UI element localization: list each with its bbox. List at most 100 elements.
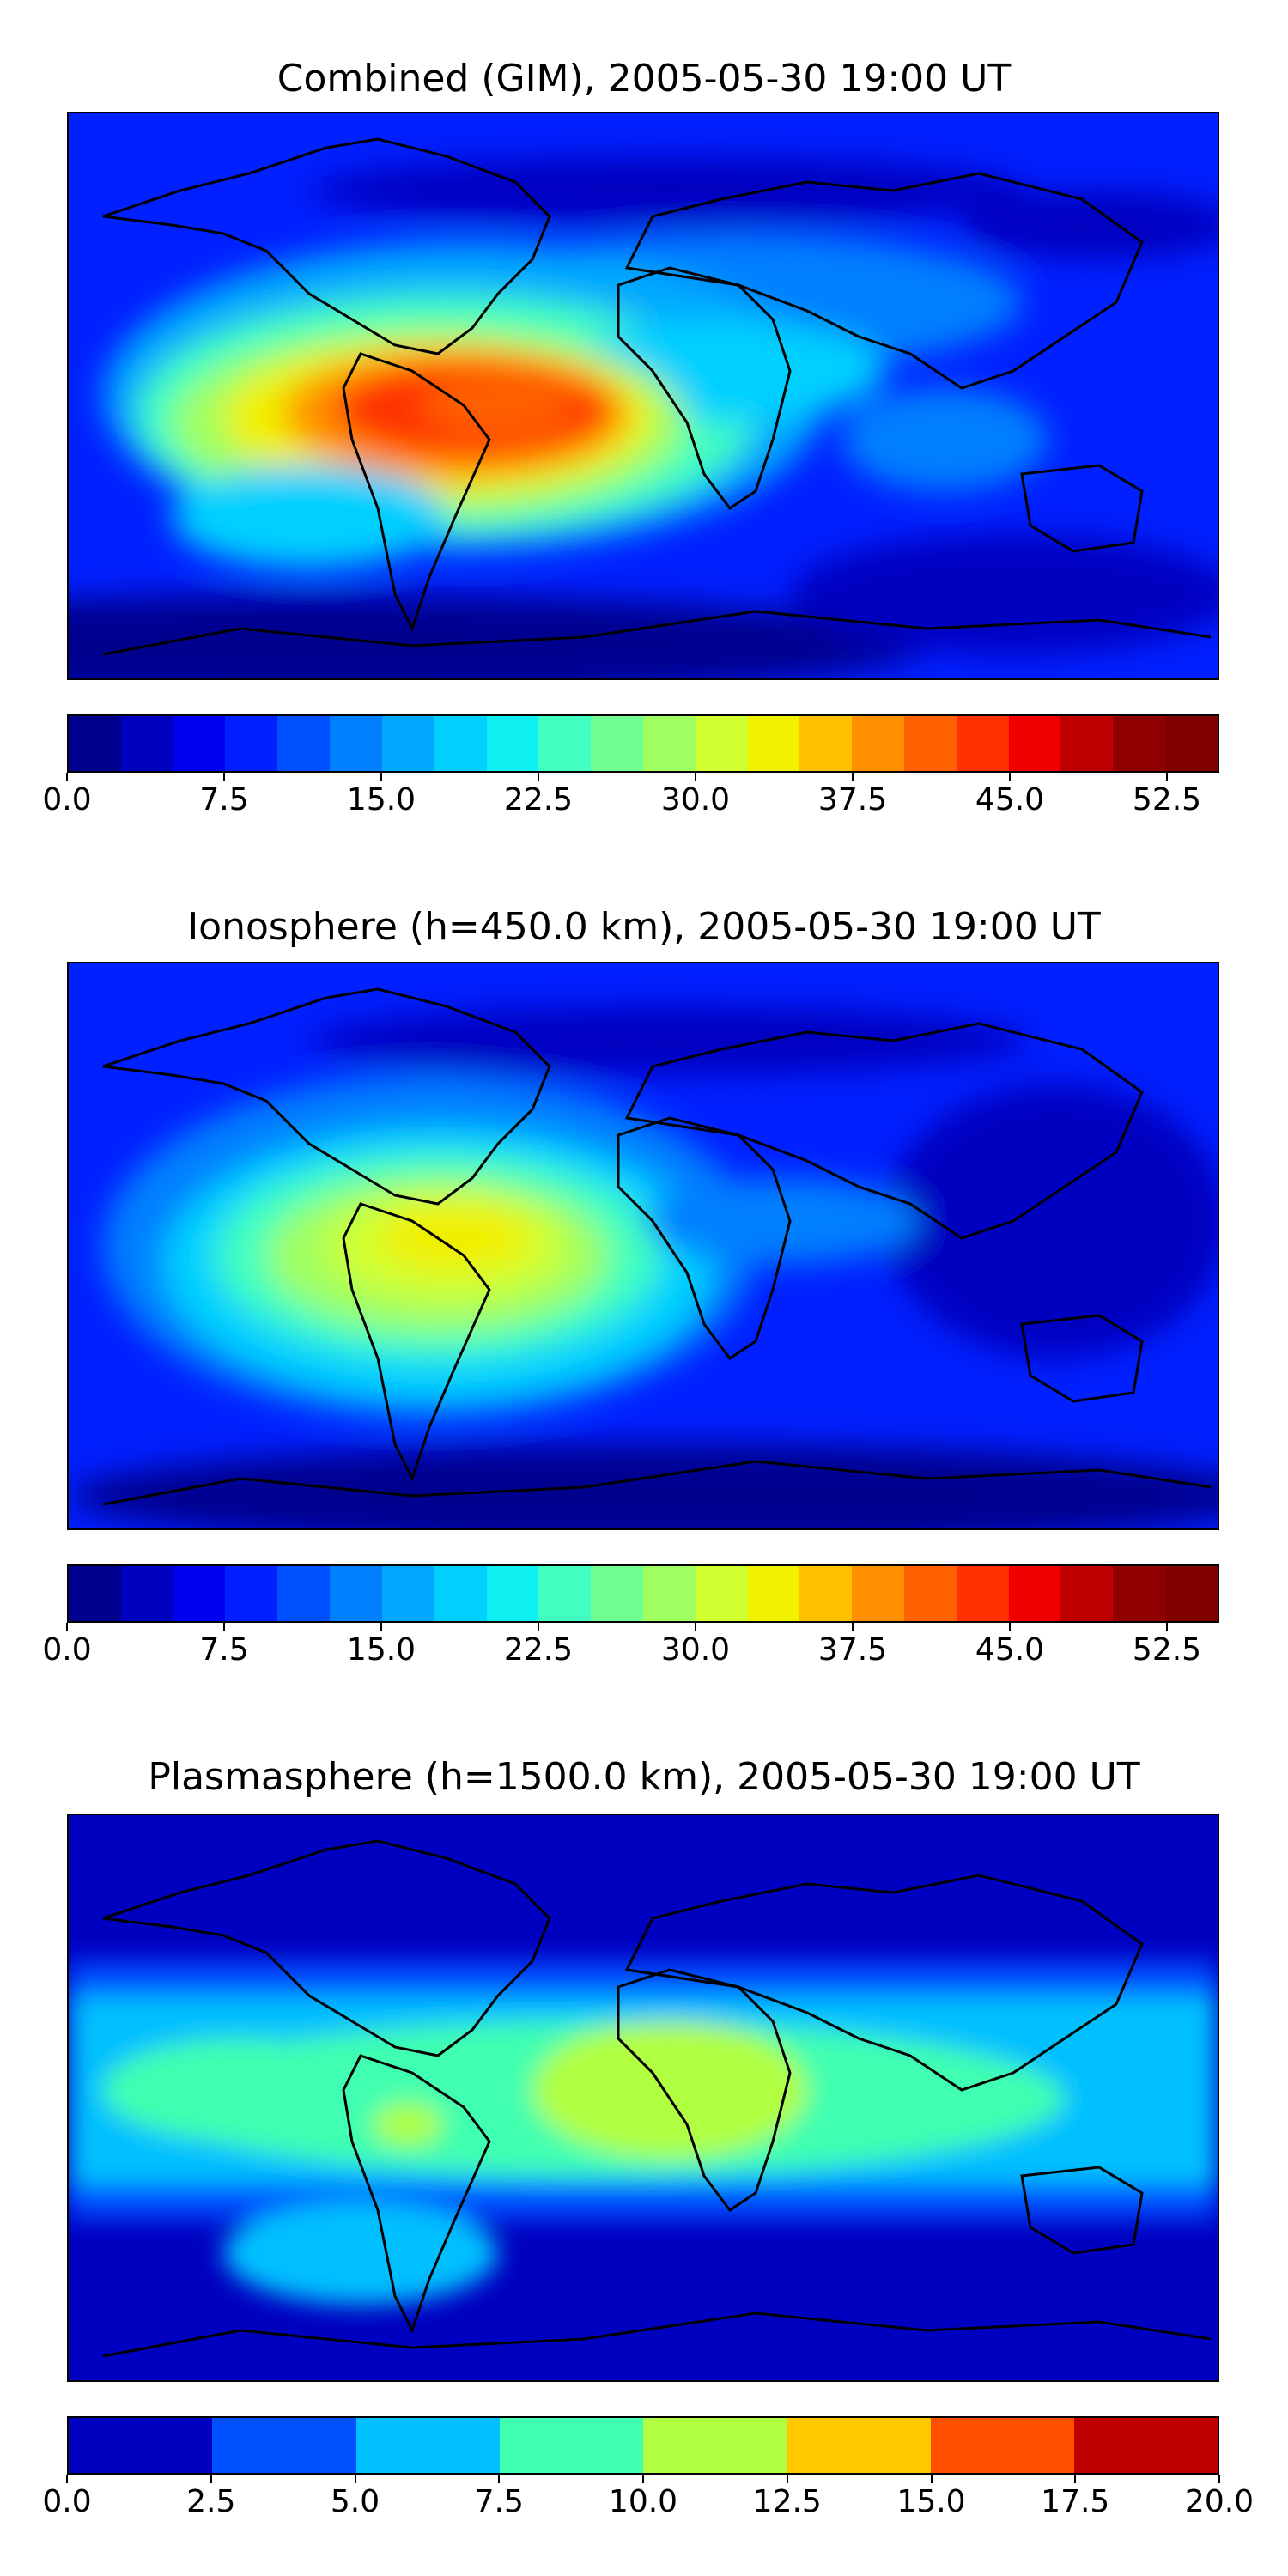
colorbar-segment bbox=[1060, 1566, 1114, 1621]
colorbar-tick-label: 30.0 bbox=[660, 782, 731, 817]
colorbar-segment bbox=[173, 1566, 226, 1621]
colorbar-segment bbox=[538, 716, 592, 771]
colorbar-tick bbox=[1009, 773, 1011, 781]
ionosphere-map-title: Ionosphere (h=450.0 km), 2005-05-30 19:0… bbox=[187, 905, 1101, 949]
colorbar-segment bbox=[642, 1566, 696, 1621]
colorbar-segment bbox=[381, 716, 434, 771]
colorbar-tick bbox=[786, 2475, 788, 2483]
colorbar-tick bbox=[1166, 773, 1168, 781]
colorbar-segment bbox=[277, 716, 331, 771]
colorbar-segment bbox=[930, 2418, 1074, 2473]
colorbar-tick bbox=[380, 773, 382, 781]
colorbar-segment bbox=[355, 2418, 500, 2473]
colorbar-tick-label: 37.5 bbox=[817, 782, 888, 817]
colorbar-segment bbox=[120, 1566, 173, 1621]
colorbar-tick bbox=[852, 1623, 854, 1631]
colorbar-segment bbox=[643, 2418, 787, 2473]
colorbar-segment bbox=[1165, 1566, 1218, 1621]
colorbar-segment bbox=[1165, 716, 1218, 771]
colorbar-segment bbox=[1073, 2418, 1218, 2473]
colorbar-tick-label: 2.5 bbox=[186, 2484, 236, 2519]
colorbar-tick-label: 17.5 bbox=[1041, 2484, 1110, 2519]
colorbar-tick-label: 30.0 bbox=[660, 1632, 731, 1668]
colorbar-tick bbox=[66, 2475, 68, 2483]
colorbar-segment bbox=[1008, 716, 1061, 771]
colorbar-tick-label: 0.0 bbox=[42, 2484, 92, 2519]
colorbar-segment bbox=[330, 716, 382, 771]
colorbar-segment bbox=[434, 1566, 487, 1621]
colorbar-segment bbox=[69, 2418, 213, 2473]
coastlines bbox=[102, 137, 1212, 656]
colorbar-segment bbox=[434, 716, 487, 771]
colorbar-tick-label: 20.0 bbox=[1184, 2484, 1255, 2519]
colorbar-segment bbox=[852, 716, 904, 771]
colorbar-tick bbox=[498, 2475, 501, 2483]
colorbar-segment bbox=[120, 716, 173, 771]
colorbar-segment bbox=[747, 716, 800, 771]
colorbar-tick bbox=[223, 773, 225, 781]
colorbar-tick bbox=[538, 773, 539, 781]
colorbar-tick-label: 7.5 bbox=[199, 782, 249, 817]
colorbar-tick bbox=[210, 2475, 212, 2483]
colorbar-tick-label: 5.0 bbox=[330, 2484, 380, 2519]
colorbar-segment bbox=[212, 2418, 356, 2473]
ionosphere-colorbar bbox=[67, 1564, 1219, 1623]
combined-tec-map bbox=[67, 112, 1219, 680]
colorbar-tick-label: 52.5 bbox=[1132, 782, 1202, 817]
colorbar-segment bbox=[486, 716, 539, 771]
colorbar-segment bbox=[956, 1566, 1009, 1621]
colorbar-segment bbox=[591, 1566, 643, 1621]
colorbar-segment bbox=[173, 716, 226, 771]
colorbar-tick bbox=[695, 773, 696, 781]
colorbar-tick-label: 15.0 bbox=[896, 2484, 966, 2519]
colorbar-segment bbox=[499, 2418, 643, 2473]
colorbar-segment bbox=[904, 1566, 957, 1621]
coastlines bbox=[102, 987, 1212, 1506]
colorbar-segment bbox=[852, 1566, 904, 1621]
colorbar-tick-label: 22.5 bbox=[503, 782, 574, 817]
colorbar-segment bbox=[330, 1566, 382, 1621]
colorbar-segment bbox=[1008, 1566, 1061, 1621]
colorbar-tick bbox=[930, 2475, 933, 2483]
colorbar-tick bbox=[354, 2475, 356, 2483]
colorbar-segment bbox=[225, 716, 278, 771]
colorbar-segment bbox=[695, 716, 748, 771]
colorbar-segment bbox=[1113, 1566, 1166, 1621]
colorbar-tick bbox=[1166, 1623, 1168, 1631]
colorbar-segment bbox=[799, 716, 853, 771]
plasmasphere-colorbar bbox=[67, 2416, 1219, 2475]
colorbar-tick-label: 15.0 bbox=[346, 782, 416, 817]
plasmasphere-tec-map bbox=[67, 1814, 1219, 2382]
colorbar-segment bbox=[69, 1566, 121, 1621]
plasmasphere-map-title: Plasmasphere (h=1500.0 km), 2005-05-30 1… bbox=[148, 1755, 1140, 1799]
colorbar-tick bbox=[642, 2475, 644, 2483]
colorbar-segment bbox=[486, 1566, 539, 1621]
colorbar-segment bbox=[956, 716, 1009, 771]
colorbar-tick-label: 10.0 bbox=[608, 2484, 678, 2519]
colorbar-segment bbox=[747, 1566, 800, 1621]
colorbar-tick-label: 7.5 bbox=[474, 2484, 524, 2519]
colorbar-segment bbox=[799, 1566, 853, 1621]
colorbar-tick-label: 15.0 bbox=[346, 1632, 416, 1668]
colorbar-tick bbox=[380, 1623, 382, 1631]
coastlines bbox=[102, 1839, 1212, 2358]
ionosphere-tec-map bbox=[67, 962, 1219, 1530]
colorbar-tick-label: 12.5 bbox=[752, 2484, 822, 2519]
combined-colorbar bbox=[67, 714, 1219, 773]
colorbar-tick-label: 7.5 bbox=[199, 1632, 249, 1668]
colorbar-tick-label: 52.5 bbox=[1132, 1632, 1202, 1668]
colorbar-tick-label: 0.0 bbox=[42, 782, 92, 817]
colorbar-segment bbox=[904, 716, 957, 771]
colorbar-tick bbox=[1009, 1623, 1011, 1631]
colorbar-segment bbox=[591, 716, 643, 771]
colorbar-tick bbox=[852, 773, 854, 781]
colorbar-tick-label: 45.0 bbox=[975, 1632, 1045, 1668]
colorbar-segment bbox=[225, 1566, 278, 1621]
colorbar-tick-label: 37.5 bbox=[817, 1632, 888, 1668]
colorbar-segment bbox=[277, 1566, 331, 1621]
colorbar-tick-label: 22.5 bbox=[503, 1632, 574, 1668]
colorbar-tick bbox=[66, 1623, 68, 1631]
colorbar-segment bbox=[69, 716, 121, 771]
colorbar-tick bbox=[695, 1623, 696, 1631]
colorbar-tick bbox=[538, 1623, 539, 1631]
